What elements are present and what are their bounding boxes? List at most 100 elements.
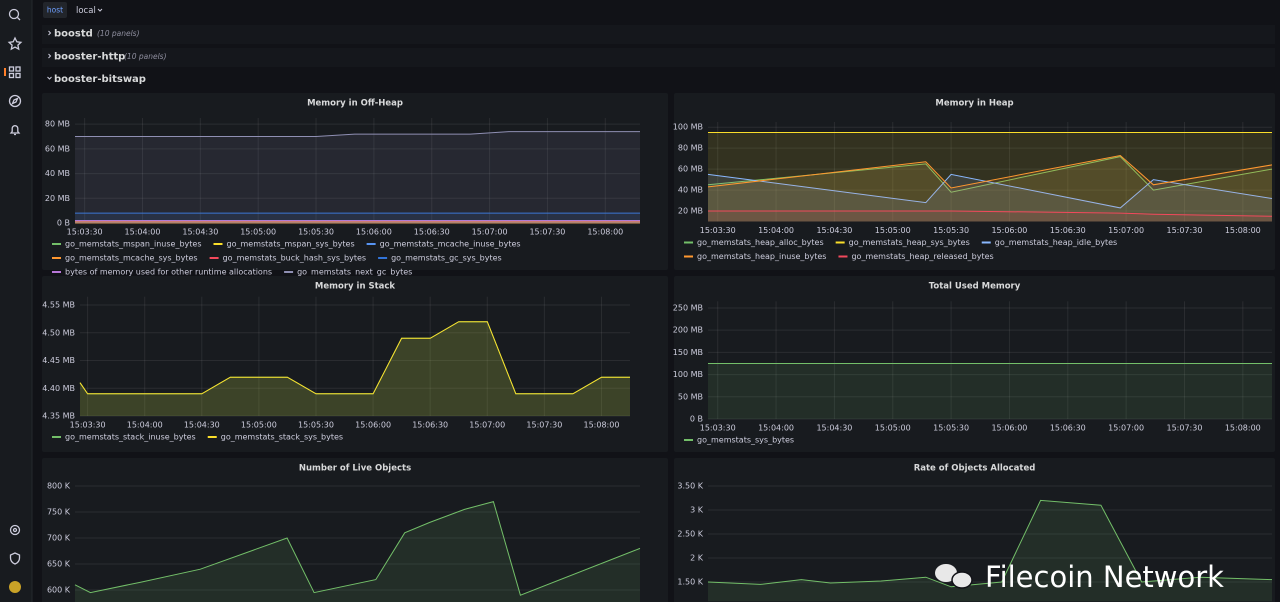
wechat-icon (935, 564, 957, 582)
x-tick-label: 15:07:30 (1167, 424, 1203, 433)
variable-label: host (47, 6, 63, 15)
y-tick-label: 80 MB (45, 120, 70, 129)
x-tick-label: 15:06:30 (412, 421, 448, 430)
y-tick-label: 4.50 MB (42, 328, 75, 337)
series-fill (75, 131, 640, 223)
y-tick-label: 4.55 MB (42, 301, 75, 310)
legend-item: go_memstats_heap_alloc_bytes (684, 238, 824, 247)
settings-icon[interactable] (9, 524, 21, 536)
star-icon[interactable] (7, 36, 23, 51)
row-title[interactable]: booster-http (54, 52, 125, 63)
y-tick-label: 600 K (47, 586, 71, 595)
legend-item: go_memstats_mspan_inuse_bytes (52, 240, 202, 249)
active-indicator (4, 68, 6, 76)
x-tick-label: 15:08:00 (1225, 226, 1261, 235)
legend-item: go_memstats_gc_sys_bytes (378, 254, 502, 263)
legend-item: go_memstats_mcache_sys_bytes (52, 254, 198, 263)
y-tick-label: 50 MB (678, 392, 703, 401)
x-tick-label: 15:05:30 (933, 424, 969, 433)
legend-label: go_memstats_heap_alloc_bytes (697, 238, 824, 247)
y-tick-label: 4.40 MB (42, 384, 75, 393)
panel-background (674, 458, 1275, 602)
x-tick-label: 15:05:00 (240, 228, 276, 237)
legend-label: go_memstats_mcache_inuse_bytes (380, 240, 521, 249)
x-tick-label: 15:04:30 (182, 228, 218, 237)
row-note: (10 panels) (124, 52, 167, 61)
row-title[interactable]: boostd (54, 29, 93, 40)
x-tick-label: 15:04:30 (816, 424, 852, 433)
variable-select[interactable] (69, 2, 109, 18)
x-tick-label: 15:06:00 (991, 226, 1027, 235)
legend-label: bytes of memory used for other runtime a… (65, 268, 272, 277)
x-tick-label: 15:04:30 (184, 421, 220, 430)
panel-background (42, 93, 668, 270)
x-tick-label: 15:05:00 (875, 424, 911, 433)
series-fill (75, 501, 640, 602)
legend-label: go_memstats_mspan_inuse_bytes (65, 240, 202, 249)
series-fill (708, 156, 1272, 222)
x-tick-label: 15:04:00 (125, 228, 161, 237)
x-tick-label: 15:07:30 (526, 421, 562, 430)
panel-title: Memory in Off-Heap (307, 99, 403, 109)
legend-item: go_memstats_sys_bytes (684, 436, 794, 445)
panel-background (42, 276, 668, 452)
y-tick-label: 2 K (690, 554, 704, 563)
explore-icon[interactable] (8, 94, 22, 108)
legend-item: go_memstats_heap_idle_bytes (981, 238, 1117, 247)
x-tick-label: 15:03:30 (700, 226, 736, 235)
alert-icon[interactable] (9, 125, 21, 136)
y-tick-label: 40 MB (45, 169, 70, 178)
x-tick-label: 15:05:30 (298, 228, 334, 237)
series-line (74, 500, 641, 596)
x-tick-label: 15:06:00 (356, 228, 392, 237)
x-tick-label: 15:06:30 (1050, 424, 1086, 433)
panel-title: Total Used Memory (929, 282, 1021, 292)
x-tick-label: 15:03:30 (67, 228, 103, 237)
series-line (707, 173, 1273, 209)
row-bar[interactable] (42, 48, 1275, 67)
shield-icon[interactable] (9, 552, 21, 565)
y-tick-label: 100 MB (673, 123, 703, 132)
panel: Memory in Off-Heap 0 B 20 MB 40 MB 60 MB 80 M… (42, 93, 668, 277)
series-fill (708, 174, 1272, 222)
variable-value[interactable]: local (76, 6, 96, 16)
legend-label: go_memstats_buck_hash_sys_bytes (223, 254, 367, 263)
x-tick-label: 15:06:00 (991, 424, 1027, 433)
x-tick-label: 15:06:30 (1050, 226, 1086, 235)
row-title[interactable]: booster-bitswap (54, 74, 146, 85)
variable-label-box (43, 2, 67, 18)
x-tick-label: 15:05:00 (875, 226, 911, 235)
x-tick-label: 15:08:00 (1225, 424, 1261, 433)
legend-label: go_memstats_heap_released_bytes (851, 252, 993, 261)
legend-item: go_memstats_mspan_sys_bytes (213, 240, 355, 249)
y-tick-label: 100 MB (673, 370, 703, 379)
x-tick-label: 15:03:30 (700, 424, 736, 433)
series-fill (80, 321, 630, 416)
series-fill (708, 363, 1272, 419)
series-line (707, 499, 1273, 588)
sidebar (0, 0, 32, 602)
sidebar-icons (7, 8, 23, 565)
x-tick-label: 15:06:30 (414, 228, 450, 237)
panel: Memory in Stack 4.35 MB 4.40 MB 4.45 MB 4.50… (42, 276, 668, 452)
series-line (707, 156, 1273, 193)
dashboards-icon[interactable] (8, 66, 15, 72)
row-bar[interactable] (42, 25, 1275, 44)
y-tick-label: 800 K (47, 482, 71, 491)
legend-label: go_memstats_stack_sys_bytes (221, 433, 343, 442)
panel-title: Number of Live Objects (299, 464, 411, 474)
series-fill (80, 321, 630, 416)
y-tick-label: 200 MB (673, 326, 703, 335)
legend-label: go_memstats_heap_inuse_bytes (697, 252, 826, 261)
avatar[interactable] (9, 581, 21, 593)
search-icon[interactable] (8, 8, 20, 20)
legend-label: go_memstats_mcache_sys_bytes (65, 254, 198, 263)
series-line (708, 210, 1273, 217)
legend-item: bytes of memory used for other runtime a… (52, 268, 272, 277)
x-tick-label: 15:06:00 (355, 421, 391, 430)
x-tick-label: 15:05:30 (298, 421, 334, 430)
panel: Rate of Objects Allocated 1.50 K 2 K 2.50 K… (674, 458, 1275, 602)
x-tick-label: 15:07:30 (529, 228, 565, 237)
x-tick-label: 15:04:00 (127, 421, 163, 430)
y-tick-label: 20 MB (678, 207, 703, 216)
